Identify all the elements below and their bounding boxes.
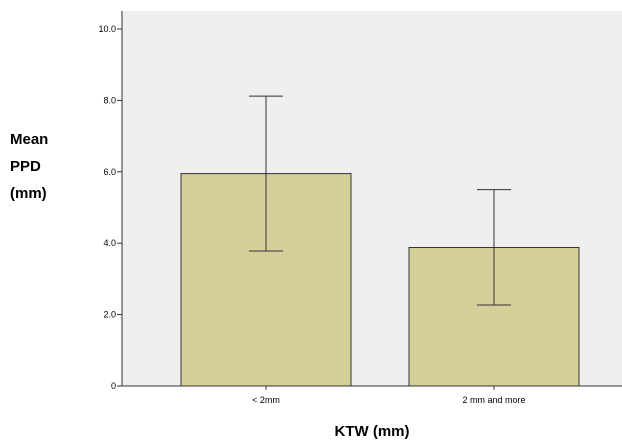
y-tick-label: 6.0 <box>103 167 116 177</box>
y-tick-label: 8.0 <box>103 95 116 105</box>
y-tick-label: 0 <box>111 381 116 391</box>
error-bars-group <box>249 95 511 306</box>
y-axis-label-line-3: (mm) <box>10 185 47 202</box>
x-tick-label: 2 mm and more <box>462 395 525 405</box>
x-ticks-group: < 2mm 2 mm and more <box>252 386 526 405</box>
y-tick-label: 4.0 <box>103 238 116 248</box>
x-tick-label: < 2mm <box>252 395 280 405</box>
y-tick-label: 10.0 <box>98 24 116 34</box>
y-tick-label: 2.0 <box>103 310 116 320</box>
y-axis-label-line-1: Mean <box>10 131 49 148</box>
x-axis-label: KTW (mm) <box>334 423 410 440</box>
y-ticks-group: 0 2.0 4.0 6.0 8.0 10.0 <box>98 24 122 391</box>
y-axis-label-line-2: PPD <box>10 158 41 175</box>
